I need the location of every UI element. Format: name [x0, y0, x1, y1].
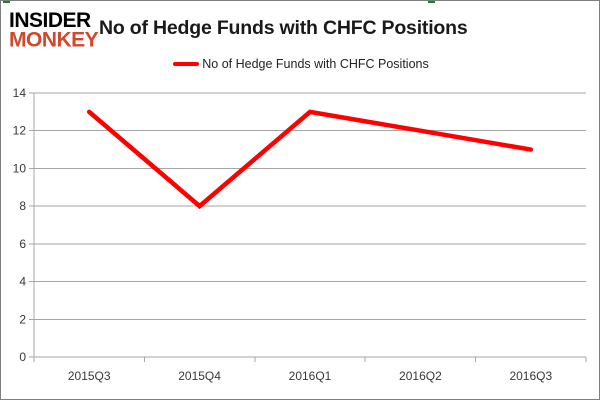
y-axis-label: 2 [19, 312, 26, 326]
x-axis-label: 2015Q4 [178, 369, 221, 383]
y-axis-label: 10 [13, 161, 27, 175]
legend: No of Hedge Funds with CHFC Positions [1, 57, 599, 71]
y-axis-label: 4 [19, 275, 26, 289]
selection-handle-mark [428, 1, 435, 3]
x-axis-label: 2016Q2 [399, 369, 442, 383]
logo-line-insider: INSIDER [9, 8, 91, 33]
x-axis-label: 2016Q3 [509, 369, 552, 383]
legend-label: No of Hedge Funds with CHFC Positions [202, 57, 429, 71]
y-axis-label: 8 [19, 199, 26, 213]
x-axis-label: 2016Q1 [289, 369, 332, 383]
insider-monkey-logo: INSIDER MONKEY [9, 8, 99, 52]
legend-line-swatch [173, 62, 200, 66]
y-axis-label: 14 [13, 86, 27, 100]
y-axis-label: 6 [19, 237, 26, 251]
chart-title: No of Hedge Funds with CHFC Positions [99, 17, 468, 39]
x-axis-label: 2015Q3 [68, 369, 111, 383]
y-axis-label: 0 [19, 350, 26, 364]
logo-line-monkey: MONKEY [9, 27, 99, 52]
series-line [86, 109, 534, 210]
y-axis-label: 12 [13, 124, 27, 138]
selection-handle-mark [3, 1, 10, 3]
